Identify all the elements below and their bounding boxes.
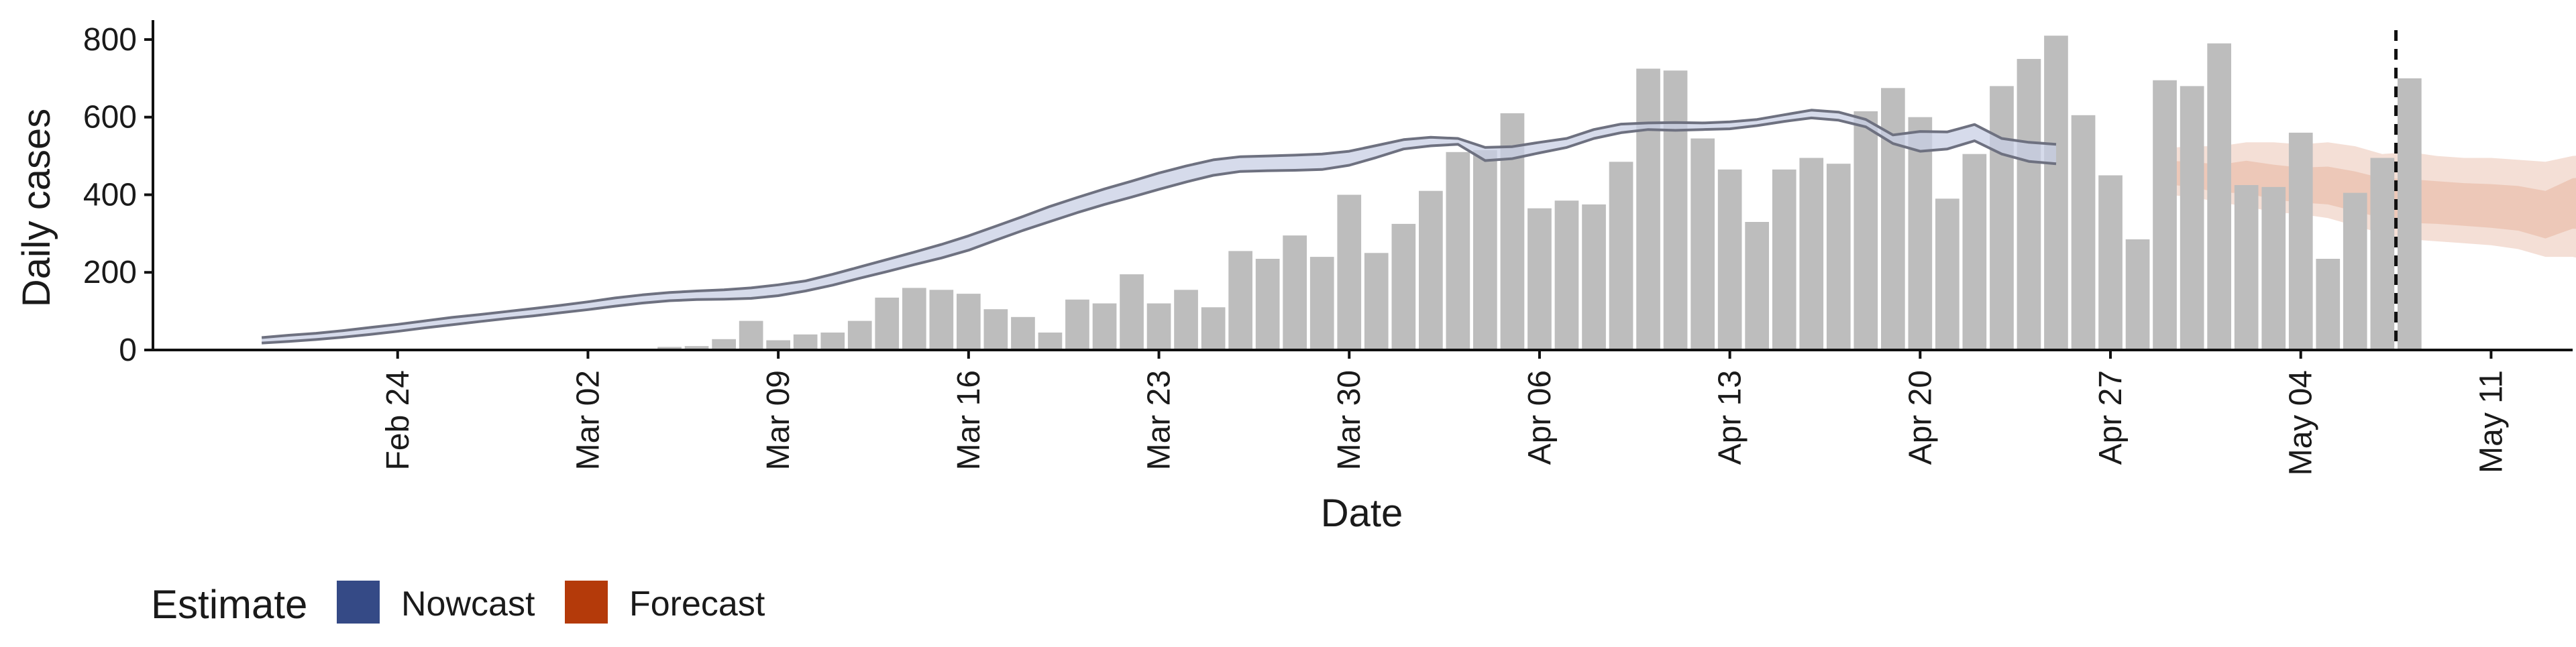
bar bbox=[1309, 257, 1334, 350]
bar bbox=[1935, 198, 1960, 350]
y-tick-label: 600 bbox=[83, 100, 137, 135]
bar bbox=[1283, 235, 1307, 350]
x-axis-title: Date bbox=[1321, 491, 1403, 535]
bar bbox=[1962, 154, 1987, 350]
bar bbox=[1337, 194, 1362, 350]
bar bbox=[2207, 43, 2231, 350]
x-tick-label: Mar 02 bbox=[570, 370, 606, 470]
bar bbox=[847, 320, 872, 350]
bar-series bbox=[494, 36, 2422, 351]
bar bbox=[2343, 192, 2367, 350]
bar bbox=[1038, 333, 1063, 350]
bar bbox=[1990, 86, 2014, 350]
x-tick-label: Mar 23 bbox=[1142, 370, 1177, 470]
x-tick-label: May 04 bbox=[2284, 370, 2319, 475]
x-tick-label: Apr 20 bbox=[1902, 370, 1938, 465]
y-tick-label: 400 bbox=[83, 177, 137, 213]
legend-swatch-nowcast bbox=[337, 581, 380, 624]
bar bbox=[2261, 186, 2286, 350]
bar bbox=[739, 320, 763, 350]
x-tick-label: Mar 30 bbox=[1332, 370, 1367, 470]
legend-swatch-forecast bbox=[565, 581, 608, 624]
bar bbox=[1745, 222, 1769, 350]
bar bbox=[983, 309, 1008, 350]
x-tick-label: Apr 27 bbox=[2093, 370, 2129, 465]
bar bbox=[2288, 132, 2313, 350]
x-tick-label: Apr 13 bbox=[1713, 370, 1748, 465]
x-tick-label: Mar 16 bbox=[951, 370, 987, 470]
axes: 0 200 400 600 800 Feb 24 Mar 02 Mar 09 Mar 16 Mar… bbox=[83, 20, 2573, 475]
legend-title: Estimate bbox=[151, 582, 307, 627]
x-tick-label: Apr 06 bbox=[1522, 370, 1558, 465]
bar bbox=[1663, 70, 1688, 350]
bar bbox=[2098, 175, 2123, 350]
bar bbox=[2316, 259, 2341, 350]
bar bbox=[1146, 303, 1171, 350]
estimate-lines bbox=[261, 30, 2398, 350]
bar bbox=[1826, 164, 1851, 350]
bar bbox=[1582, 204, 1606, 350]
bar bbox=[1690, 138, 1715, 350]
legend-label-nowcast: Nowcast bbox=[401, 585, 535, 624]
bar bbox=[1255, 259, 1280, 350]
bar bbox=[820, 333, 845, 350]
bar bbox=[1799, 158, 1824, 350]
bar bbox=[1174, 290, 1198, 350]
bar bbox=[684, 346, 709, 350]
bar bbox=[1609, 162, 1633, 351]
bar bbox=[2017, 58, 2041, 351]
bar bbox=[1908, 117, 1933, 350]
bar bbox=[657, 347, 682, 350]
bar bbox=[1391, 223, 1416, 350]
bar bbox=[1419, 190, 1443, 350]
y-axis-title: Daily cases bbox=[15, 109, 58, 308]
bar bbox=[929, 290, 954, 350]
bar bbox=[2370, 158, 2395, 350]
x-tick-label: May 11 bbox=[2473, 370, 2509, 473]
bar bbox=[2398, 78, 2422, 351]
bar bbox=[1201, 307, 1226, 350]
bar bbox=[1772, 169, 1796, 351]
bar bbox=[875, 297, 900, 350]
bar bbox=[2234, 185, 2259, 350]
bar bbox=[1446, 152, 1470, 351]
x-tick-label: Mar 09 bbox=[761, 370, 796, 470]
bar bbox=[2071, 115, 2096, 351]
bar bbox=[2044, 36, 2068, 350]
bar bbox=[1473, 150, 1497, 350]
bar bbox=[957, 294, 981, 350]
bar bbox=[1527, 208, 1552, 350]
bar bbox=[712, 339, 736, 350]
bar bbox=[766, 340, 790, 350]
legend-label-forecast: Forecast bbox=[629, 585, 765, 624]
bar bbox=[1011, 316, 1035, 350]
y-tick-label: 800 bbox=[83, 22, 137, 58]
x-tick-label: Feb 24 bbox=[380, 370, 416, 470]
bar bbox=[1065, 299, 1089, 350]
bar bbox=[1228, 251, 1252, 350]
bar bbox=[2153, 80, 2177, 350]
bar bbox=[1092, 303, 1117, 350]
bar bbox=[1364, 253, 1389, 350]
legend: Estimate Nowcast Forecast bbox=[151, 581, 765, 627]
nowcast-upper-line bbox=[261, 109, 2057, 339]
bar bbox=[2125, 239, 2150, 350]
bar bbox=[902, 288, 926, 350]
y-tick-label: 200 bbox=[83, 255, 137, 290]
bar bbox=[1881, 88, 1905, 351]
bar bbox=[1554, 200, 1579, 350]
bar bbox=[1854, 111, 1878, 350]
bar bbox=[793, 334, 818, 350]
y-tick-label: 0 bbox=[119, 333, 137, 368]
bar bbox=[1717, 169, 1742, 351]
bar bbox=[2180, 86, 2204, 350]
bar bbox=[1636, 68, 1660, 351]
nowcast-lower-line bbox=[261, 116, 2057, 345]
bar bbox=[1120, 274, 1144, 350]
